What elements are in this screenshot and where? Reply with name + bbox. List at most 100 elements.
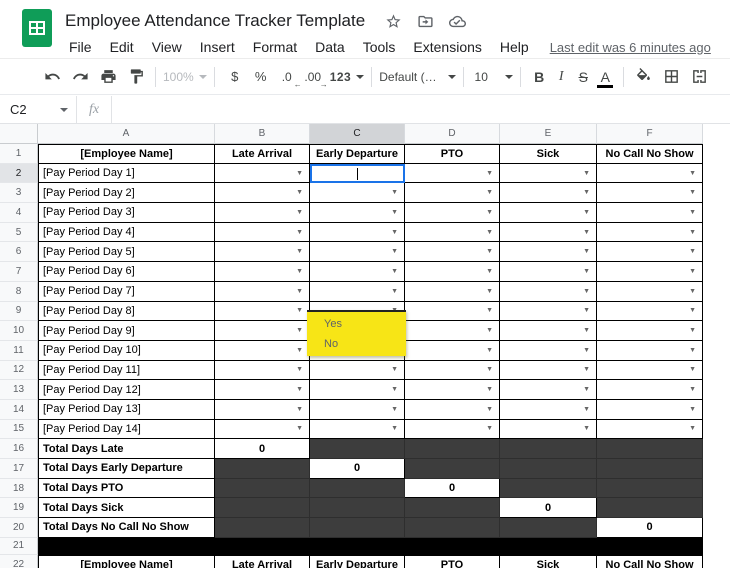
- cell-B12[interactable]: ▼: [215, 360, 310, 381]
- cell-C2[interactable]: [310, 163, 405, 184]
- dropdown-arrow-icon[interactable]: ▼: [296, 208, 303, 216]
- cloud-status-icon[interactable]: [449, 13, 466, 35]
- cell-D20[interactable]: [405, 518, 500, 538]
- dropdown-arrow-icon[interactable]: ▼: [486, 405, 493, 413]
- cell-A13[interactable]: [Pay Period Day 12]: [38, 380, 215, 400]
- cell-C13[interactable]: ▼: [310, 380, 405, 400]
- dropdown-arrow-icon[interactable]: ▼: [689, 327, 696, 335]
- cell-D13[interactable]: ▼: [405, 380, 500, 400]
- undo-button[interactable]: [40, 65, 64, 89]
- cell-B8[interactable]: ▼: [215, 281, 310, 302]
- cell-B17[interactable]: [215, 459, 310, 479]
- cell-D2[interactable]: ▼: [405, 163, 500, 184]
- italic-button[interactable]: I: [558, 68, 564, 84]
- dropdown-arrow-icon[interactable]: ▼: [689, 228, 696, 236]
- paint-format-button[interactable]: [124, 65, 148, 89]
- dropdown-arrow-icon[interactable]: ▼: [486, 208, 493, 216]
- cell-D5[interactable]: ▼: [405, 222, 500, 243]
- dropdown-option-no[interactable]: No: [324, 338, 339, 350]
- cell-E10[interactable]: ▼: [500, 321, 597, 341]
- row-header-20[interactable]: 20: [0, 518, 38, 538]
- cell-A14[interactable]: [Pay Period Day 13]: [38, 399, 215, 420]
- redo-button[interactable]: [68, 65, 92, 89]
- dropdown-arrow-icon[interactable]: ▼: [689, 346, 696, 354]
- row-header-6[interactable]: 6: [0, 242, 38, 263]
- cell-F14[interactable]: ▼: [597, 399, 703, 420]
- row-header-12[interactable]: 12: [0, 360, 38, 381]
- dropdown-arrow-icon[interactable]: ▼: [486, 366, 493, 374]
- row-header-21[interactable]: 21: [0, 537, 38, 555]
- cell-E2[interactable]: ▼: [500, 163, 597, 184]
- cell-E19[interactable]: 0: [500, 498, 597, 519]
- dropdown-arrow-icon[interactable]: ▼: [583, 287, 590, 295]
- row-header-16[interactable]: 16: [0, 439, 38, 459]
- cell-D6[interactable]: ▼: [405, 242, 500, 263]
- cell-B18[interactable]: [215, 478, 310, 499]
- font-select[interactable]: Default (Ari...: [379, 69, 444, 84]
- dropdown-arrow-icon[interactable]: ▼: [296, 307, 303, 315]
- row-header-7[interactable]: 7: [0, 262, 38, 282]
- cell-C19[interactable]: [310, 498, 405, 519]
- cell-C8[interactable]: ▼: [310, 281, 405, 302]
- cell-C22[interactable]: Early Departure: [310, 554, 405, 568]
- dropdown-arrow-icon[interactable]: ▼: [296, 425, 303, 433]
- cell-F11[interactable]: ▼: [597, 340, 703, 361]
- row-header-17[interactable]: 17: [0, 459, 38, 479]
- cell-E12[interactable]: ▼: [500, 360, 597, 381]
- row-header-5[interactable]: 5: [0, 222, 38, 243]
- cell-B7[interactable]: ▼: [215, 262, 310, 282]
- column-header-C[interactable]: C: [310, 124, 405, 144]
- cell-F22[interactable]: No Call No Show: [597, 554, 703, 568]
- cell-D9[interactable]: ▼: [405, 301, 500, 322]
- cell-A6[interactable]: [Pay Period Day 5]: [38, 242, 215, 263]
- cell-C20[interactable]: [310, 518, 405, 538]
- cell-D18[interactable]: 0: [405, 478, 500, 499]
- cell-D19[interactable]: [405, 498, 500, 519]
- dropdown-arrow-icon[interactable]: ▼: [583, 267, 590, 275]
- column-header-F[interactable]: F: [597, 124, 703, 144]
- menu-help[interactable]: Help: [499, 39, 529, 55]
- cell-C6[interactable]: ▼: [310, 242, 405, 263]
- print-button[interactable]: [96, 65, 120, 89]
- dropdown-arrow-icon[interactable]: ▼: [486, 169, 493, 177]
- cell-F13[interactable]: ▼: [597, 380, 703, 400]
- row-header-19[interactable]: 19: [0, 498, 38, 519]
- dropdown-arrow-icon[interactable]: ▼: [583, 307, 590, 315]
- black-row-cell[interactable]: [38, 537, 703, 555]
- menu-edit[interactable]: Edit: [109, 39, 134, 55]
- dropdown-arrow-icon[interactable]: ▼: [391, 366, 398, 374]
- dropdown-arrow-icon[interactable]: ▼: [296, 386, 303, 394]
- dropdown-arrow-icon[interactable]: ▼: [296, 228, 303, 236]
- cell-B20[interactable]: [215, 518, 310, 538]
- dropdown-arrow-icon[interactable]: ▼: [583, 327, 590, 335]
- dropdown-arrow-icon[interactable]: ▼: [391, 425, 398, 433]
- cell-A7[interactable]: [Pay Period Day 6]: [38, 262, 215, 282]
- cell-B6[interactable]: ▼: [215, 242, 310, 263]
- cell-F5[interactable]: ▼: [597, 222, 703, 243]
- dropdown-arrow-icon[interactable]: ▼: [486, 189, 493, 197]
- column-header-A[interactable]: A: [38, 124, 215, 144]
- dropdown-option-yes[interactable]: Yes: [324, 318, 342, 330]
- row-header-15[interactable]: 15: [0, 419, 38, 440]
- cell-E15[interactable]: ▼: [500, 419, 597, 440]
- dropdown-arrow-icon[interactable]: ▼: [689, 287, 696, 295]
- dropdown-arrow-icon[interactable]: ▼: [296, 267, 303, 275]
- cell-F9[interactable]: ▼: [597, 301, 703, 322]
- cell-D15[interactable]: ▼: [405, 419, 500, 440]
- dropdown-arrow-icon[interactable]: ▼: [391, 386, 398, 394]
- cell-F7[interactable]: ▼: [597, 262, 703, 282]
- cell-A12[interactable]: [Pay Period Day 11]: [38, 360, 215, 381]
- row-header-13[interactable]: 13: [0, 380, 38, 400]
- dropdown-arrow-icon[interactable]: ▼: [689, 386, 696, 394]
- format-percent-button[interactable]: %: [254, 69, 267, 84]
- google-sheets-icon[interactable]: [22, 9, 52, 47]
- cell-E5[interactable]: ▼: [500, 222, 597, 243]
- row-header-9[interactable]: 9: [0, 301, 38, 322]
- cell-C12[interactable]: ▼: [310, 360, 405, 381]
- cell-D16[interactable]: [405, 439, 500, 459]
- cell-B9[interactable]: ▼: [215, 301, 310, 322]
- menu-file[interactable]: File: [69, 39, 92, 55]
- cell-F12[interactable]: ▼: [597, 360, 703, 381]
- cell-B5[interactable]: ▼: [215, 222, 310, 243]
- cell-A11[interactable]: [Pay Period Day 10]: [38, 340, 215, 361]
